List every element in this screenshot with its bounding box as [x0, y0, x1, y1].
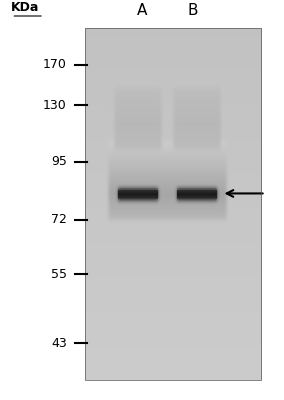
Text: 95: 95 [51, 155, 67, 168]
Text: 55: 55 [51, 268, 67, 281]
Text: 72: 72 [51, 213, 67, 226]
Text: B: B [188, 3, 198, 18]
Text: KDa: KDa [11, 1, 40, 14]
Text: 43: 43 [51, 336, 67, 350]
Bar [85, 28, 261, 380]
Text: A: A [137, 3, 147, 18]
Text: 170: 170 [43, 58, 67, 72]
Text: 130: 130 [43, 99, 67, 112]
